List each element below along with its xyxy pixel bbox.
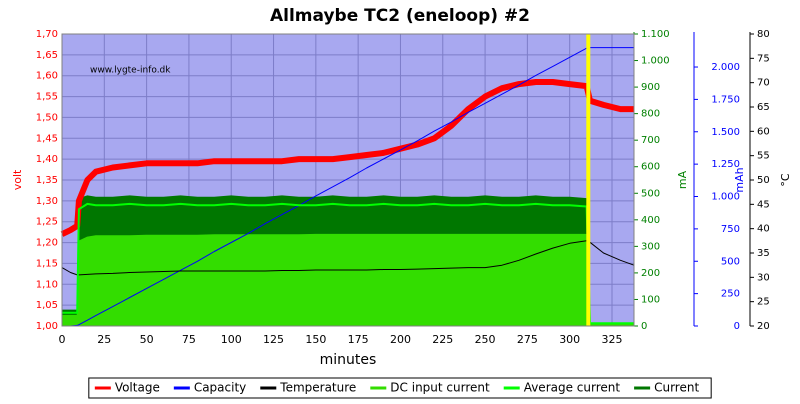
- legend-label: Capacity: [194, 381, 246, 395]
- y-tick-label: 50: [757, 175, 770, 186]
- y-axis-title: °C: [779, 173, 792, 187]
- x-tick-label: 175: [348, 333, 369, 346]
- y-tick-label: 300: [641, 241, 660, 252]
- y-tick-label: 750: [721, 224, 740, 235]
- y-tick-label: 1.000: [711, 192, 740, 203]
- x-tick-label: 50: [140, 333, 154, 346]
- y-tick-label: 1.250: [711, 159, 740, 170]
- y-tick-label: 1,60: [36, 71, 58, 82]
- x-tick-label: 325: [602, 333, 623, 346]
- legend-label: Voltage: [115, 381, 160, 395]
- legend-label: Current: [654, 381, 699, 395]
- y-tick-label: 100: [641, 294, 660, 305]
- x-tick-label: 125: [263, 333, 284, 346]
- y-tick-label: 800: [641, 109, 660, 120]
- y-tick-label: 60: [757, 126, 770, 137]
- series-area: [61, 233, 635, 327]
- y-tick-label: 700: [641, 135, 660, 146]
- y-tick-label: 1,00: [36, 321, 58, 332]
- chart-title: Allmaybe TC2 (eneloop) #2: [270, 6, 530, 26]
- y-tick-label: 0: [641, 321, 647, 332]
- y-tick-label: 1,35: [36, 175, 58, 186]
- series-line: [62, 202, 634, 325]
- x-tick-label: 25: [97, 333, 111, 346]
- series-line: [62, 47, 634, 327]
- plot-frame: [61, 33, 635, 327]
- legend-label: DC input current: [390, 381, 490, 395]
- y-tick-label: 1.000: [641, 56, 670, 67]
- y-tick-label: 75: [757, 53, 770, 64]
- y-tick-label: 65: [757, 102, 770, 113]
- x-tick-label: 100: [221, 333, 242, 346]
- x-axis-title: minutes: [320, 352, 377, 368]
- y-tick-label: 20: [757, 321, 770, 332]
- x-tick-label: 0: [59, 333, 66, 346]
- y-tick-label: 45: [757, 199, 770, 210]
- y-tick-label: 1,70: [36, 29, 58, 40]
- y-tick-label: 1,65: [36, 50, 58, 61]
- y-tick-label: 1,30: [36, 196, 58, 207]
- x-tick-label: 300: [559, 333, 580, 346]
- y-tick-label: 40: [757, 224, 770, 235]
- y-tick-label: 25: [757, 297, 770, 308]
- y-tick-label: 200: [641, 268, 660, 279]
- y-tick-label: 1.500: [711, 127, 740, 138]
- y-tick-label: 900: [641, 82, 660, 93]
- x-tick-label: 250: [475, 333, 496, 346]
- y-tick-label: 500: [721, 256, 740, 267]
- y-tick-label: 600: [641, 162, 660, 173]
- y-tick-label: 1,15: [36, 258, 58, 269]
- x-tick-label: 275: [517, 333, 538, 346]
- y-tick-label: 1,40: [36, 154, 58, 165]
- series-line: [61, 240, 635, 276]
- y-tick-label: 1,05: [36, 300, 58, 311]
- x-tick-label: 225: [432, 333, 453, 346]
- y-tick-label: 1.750: [711, 94, 740, 105]
- y-tick-label: 2.000: [711, 62, 740, 73]
- y-tick-label: 1,10: [36, 279, 58, 290]
- y-tick-label: 500: [641, 188, 660, 199]
- y-axis-title: mAh: [733, 167, 746, 192]
- x-tick-label: 200: [390, 333, 411, 346]
- y-tick-label: 80: [757, 29, 770, 40]
- watermark: www.lygte-info.dk: [90, 66, 171, 76]
- y-tick-label: 70: [757, 78, 770, 89]
- y-tick-label: 1,25: [36, 217, 58, 228]
- y-axis-title: volt: [11, 169, 24, 190]
- y-tick-label: 0: [734, 321, 740, 332]
- y-tick-label: 1,20: [36, 238, 58, 249]
- y-tick-label: 1,50: [36, 112, 58, 123]
- legend-label: Average current: [524, 381, 621, 395]
- y-axis-title: mA: [676, 170, 689, 189]
- y-tick-label: 55: [757, 151, 770, 162]
- y-tick-label: 1.100: [641, 29, 670, 40]
- series-line: [60, 79, 634, 237]
- y-tick-label: 30: [757, 272, 770, 283]
- y-tick-label: 1,55: [36, 92, 58, 103]
- legend-label: Temperature: [279, 381, 356, 395]
- y-tick-label: 35: [757, 248, 770, 259]
- y-tick-label: 250: [721, 289, 740, 300]
- x-tick-label: 75: [182, 333, 196, 346]
- x-tick-label: 150: [305, 333, 326, 346]
- y-tick-label: 1,45: [36, 133, 58, 144]
- legend-box: [88, 377, 712, 399]
- y-tick-label: 400: [641, 215, 660, 226]
